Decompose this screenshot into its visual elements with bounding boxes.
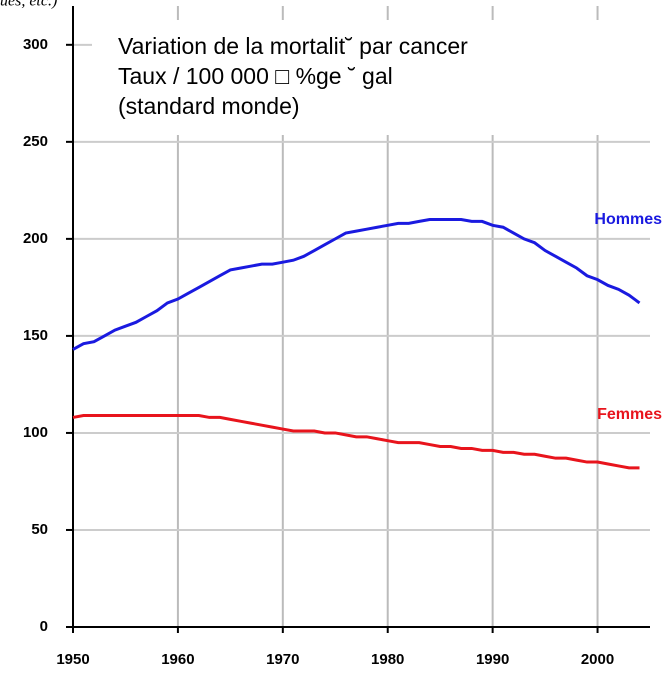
- x-tick-label: 1980: [371, 651, 404, 668]
- y-tick-label: 50: [31, 521, 48, 538]
- series-label: Femmes: [597, 406, 662, 423]
- line: [72, 413, 640, 470]
- chart-title: (standard monde): [118, 93, 300, 119]
- chart-title: Taux / 100 000 □ %ge ˘ gal: [118, 63, 393, 89]
- y-tick-label: 300: [23, 36, 48, 53]
- y-tick-label: 0: [40, 618, 48, 635]
- series-label: Hommes: [594, 211, 662, 228]
- x-tick-label: 1950: [56, 651, 89, 668]
- line: [72, 217, 641, 351]
- y-tick-label: 100: [23, 424, 48, 441]
- x-tick-label: 1990: [476, 651, 509, 668]
- y-tick-label: 200: [23, 230, 48, 247]
- y-tick-label: 150: [23, 327, 48, 344]
- annotation: ues, etc.): [0, 0, 57, 10]
- x-tick-label: 1970: [266, 651, 299, 668]
- y-tick-label: 250: [23, 133, 48, 150]
- title-background: [92, 20, 650, 135]
- chart-title: Variation de la mortalit˘ par cancer: [118, 33, 468, 59]
- x-tick-label: 1960: [161, 651, 194, 668]
- x-tick-label: 2000: [581, 651, 614, 668]
